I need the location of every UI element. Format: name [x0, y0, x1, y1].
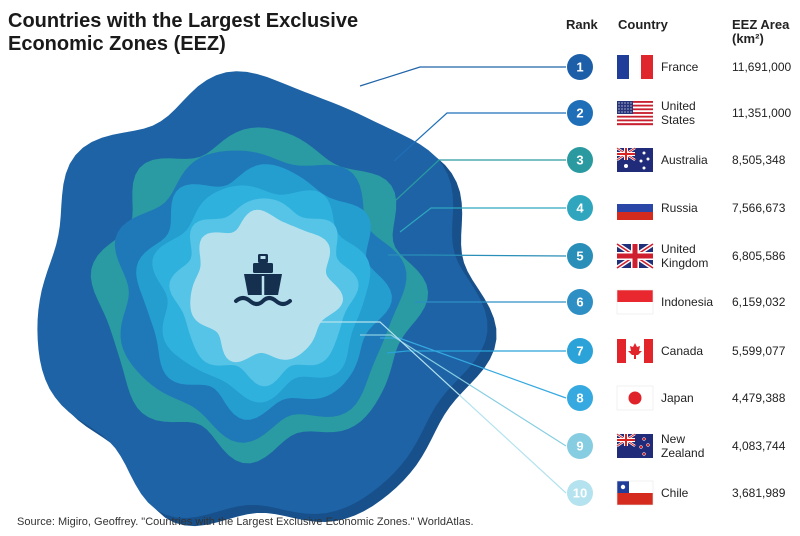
leader-line — [395, 159, 566, 201]
eez-area-value: 4,479,388 — [732, 391, 786, 405]
leader-line — [386, 350, 566, 354]
chart-title: Countries with the Largest Exclusive Eco… — [8, 10, 359, 55]
rank-number: 8 — [576, 391, 583, 406]
country-name: New Zealand — [661, 432, 704, 460]
eez-area-value: 6,805,586 — [732, 249, 786, 263]
rank-badge — [567, 385, 593, 411]
uk-flag — [615, 242, 655, 270]
country-name: Chile — [661, 486, 689, 500]
rank-badge — [567, 147, 593, 173]
rank-badge — [567, 338, 593, 364]
table-row: 4 Russia 7,566,673 — [567, 195, 786, 221]
country-name: Canada — [661, 344, 703, 358]
canada-flag — [617, 339, 653, 363]
rank-badge — [567, 243, 593, 269]
rank-number: 6 — [576, 295, 583, 310]
usa-flag — [617, 101, 653, 126]
rank-badge — [567, 54, 593, 80]
rank-number: 1 — [576, 60, 583, 75]
rank-badge — [567, 100, 593, 126]
eez-area-value: 3,681,989 — [732, 486, 786, 500]
eez-area-value: 11,691,000 — [732, 60, 791, 74]
rank-number: 3 — [576, 153, 583, 168]
eez-area-column-header: EEZ Area (km²) — [732, 18, 789, 46]
leader-line — [393, 112, 566, 162]
ranking-table: 1 France 11,691,000 2 United States 11,351,000… — [567, 54, 791, 506]
japan-flag — [616, 385, 654, 411]
table-row: 2 United States 11,351,000 — [567, 99, 791, 127]
table-row: 8 Japan 4,479,388 — [567, 385, 786, 411]
leader-line — [380, 337, 567, 399]
country-name: United Kingdom — [661, 242, 708, 270]
new-zealand-flag — [616, 433, 653, 458]
country-name: United States — [661, 99, 696, 127]
eez-area-value: 8,505,348 — [732, 153, 786, 167]
rank-column-header: Rank — [566, 17, 598, 32]
eez-area-value: 6,159,032 — [732, 295, 786, 309]
country-name: Indonesia — [661, 295, 713, 309]
eez-area-header-line2: (km²) — [732, 31, 764, 46]
eez-area-value: 7,566,673 — [732, 201, 786, 215]
country-name: Russia — [661, 201, 698, 215]
rank-number: 9 — [576, 439, 583, 454]
table-row: 1 France 11,691,000 — [567, 54, 791, 80]
rank-number: 7 — [576, 344, 583, 359]
table-row: 5 United Kingdom 6,805,586 — [567, 242, 786, 270]
eez-area-header-line1: EEZ Area — [732, 17, 790, 32]
country-name: France — [661, 60, 699, 74]
eez-area-value: 11,351,000 — [732, 106, 791, 120]
leader-line — [388, 254, 567, 257]
ship-icon — [234, 254, 292, 306]
leader-line — [360, 334, 567, 447]
rank-badge — [567, 195, 593, 221]
table-row: 10 Chile 3,681,989 — [567, 480, 786, 506]
rank-number: 10 — [573, 486, 587, 501]
ripple-rings — [37, 71, 497, 527]
rank-number: 4 — [576, 201, 584, 216]
rank-badge — [567, 433, 593, 459]
leader-lines — [320, 66, 567, 494]
indonesia-flag — [616, 289, 654, 315]
country-name: Japan — [661, 391, 694, 405]
france-flag — [617, 55, 653, 79]
australia-flag — [616, 147, 653, 172]
table-row: 9 New Zealand 4,083,744 — [567, 432, 786, 460]
leader-line — [320, 321, 567, 494]
leader-line — [399, 207, 566, 233]
eez-area-value: 5,599,077 — [732, 344, 786, 358]
rank-badge — [567, 289, 593, 315]
rank-badge — [567, 480, 593, 506]
country-name: Australia — [661, 153, 708, 167]
table-row: 3 Australia 8,505,348 — [567, 147, 786, 173]
russia-flag — [617, 196, 653, 220]
country-column-header: Country — [618, 17, 668, 32]
table-row: 7 Canada 5,599,077 — [567, 338, 786, 364]
chile-flag — [616, 480, 654, 506]
rank-number: 5 — [576, 249, 583, 264]
eez-area-value: 4,083,744 — [732, 439, 786, 453]
source-note: Source: Migiro, Geoffrey. "Countries wit… — [17, 516, 474, 528]
table-row: 6 Indonesia 6,159,032 — [567, 289, 786, 315]
leader-line — [359, 66, 566, 87]
rank-number: 2 — [576, 106, 583, 121]
